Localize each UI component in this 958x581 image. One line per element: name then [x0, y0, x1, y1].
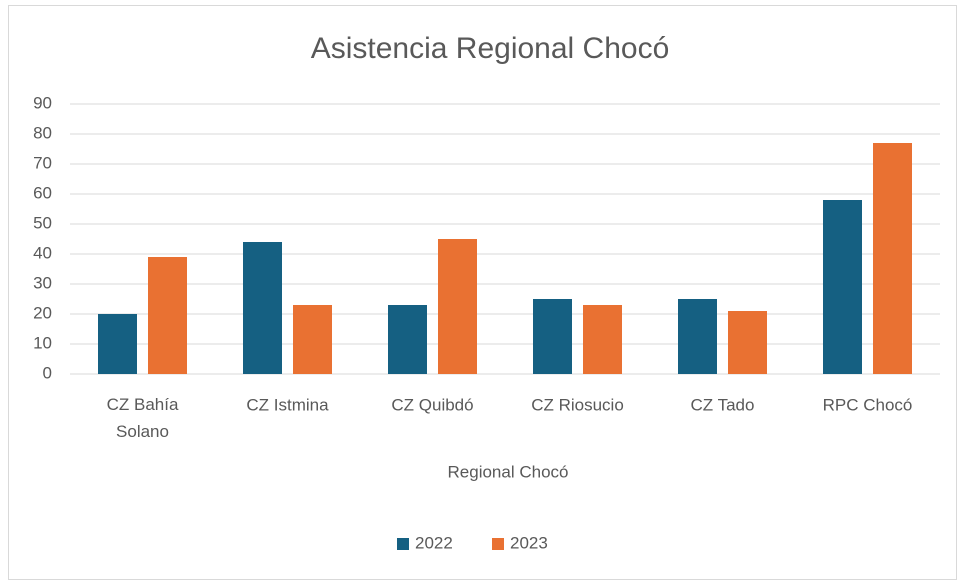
- x-tick-label-line: CZ Bahía: [107, 395, 179, 414]
- chart-title: Asistencia Regional Chocó: [311, 32, 670, 65]
- y-tick-label: 70: [33, 153, 52, 172]
- bar: [293, 305, 332, 374]
- x-axis-label: Regional Chocó: [448, 462, 569, 481]
- bar: [728, 311, 767, 374]
- legend-swatch: [492, 538, 504, 550]
- bar: [388, 305, 427, 374]
- x-tick-label: CZ Tado: [691, 395, 755, 414]
- y-tick-label: 60: [33, 183, 52, 202]
- x-tick-label: CZ Istmina: [246, 395, 329, 414]
- y-tick-label: 0: [43, 363, 52, 382]
- bar: [823, 200, 862, 374]
- bar: [583, 305, 622, 374]
- y-tick-label: 20: [33, 303, 52, 322]
- x-tick-label: CZ Riosucio: [531, 395, 624, 414]
- bar: [678, 299, 717, 374]
- bar: [148, 257, 187, 374]
- x-tick-label: CZ Quibdó: [391, 395, 473, 414]
- y-tick-label: 90: [33, 93, 52, 112]
- bar: [873, 143, 912, 374]
- bar: [98, 314, 137, 374]
- legend-swatch: [397, 538, 409, 550]
- legend-label: 2022: [415, 533, 453, 552]
- bar: [533, 299, 572, 374]
- bar: [438, 239, 477, 374]
- y-tick-label: 50: [33, 213, 52, 232]
- x-tick-label-line: Solano: [116, 422, 169, 441]
- y-tick-label: 80: [33, 123, 52, 142]
- x-tick-label: CZ Bahía Solano: [107, 395, 179, 441]
- y-tick-label: 10: [33, 333, 52, 352]
- x-tick-label: RPC Chocó: [823, 395, 913, 414]
- y-tick-label: 40: [33, 243, 52, 262]
- y-tick-label: 30: [33, 273, 52, 292]
- legend-label: 2023: [510, 533, 548, 552]
- bar: [243, 242, 282, 374]
